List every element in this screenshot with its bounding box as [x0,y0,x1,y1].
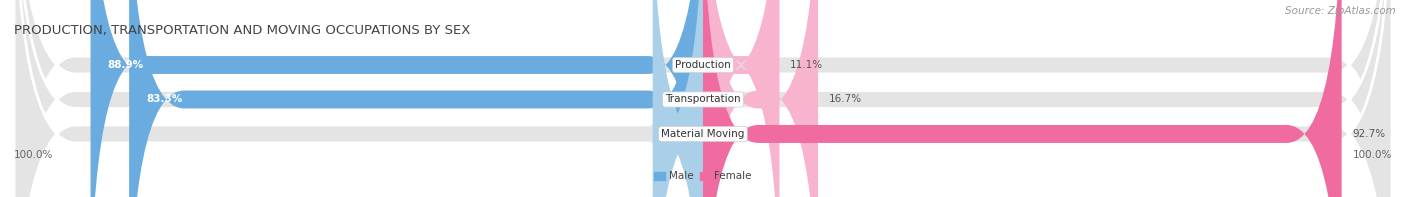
FancyBboxPatch shape [90,0,703,197]
Text: 100.0%: 100.0% [14,150,53,160]
Text: 16.7%: 16.7% [828,95,862,104]
FancyBboxPatch shape [14,0,1392,197]
FancyBboxPatch shape [703,0,779,197]
Text: 7.3%: 7.3% [669,129,699,139]
FancyBboxPatch shape [648,0,707,197]
FancyBboxPatch shape [703,0,818,197]
Text: 92.7%: 92.7% [1353,129,1385,139]
Text: Material Moving: Material Moving [661,129,745,139]
Text: Source: ZipAtlas.com: Source: ZipAtlas.com [1285,6,1396,16]
Text: 11.1%: 11.1% [790,60,823,70]
Legend: Male, Female: Male, Female [654,171,752,181]
Text: 88.9%: 88.9% [108,60,143,70]
FancyBboxPatch shape [14,0,1392,197]
FancyBboxPatch shape [14,0,1392,197]
Text: 100.0%: 100.0% [1353,150,1392,160]
Text: 83.3%: 83.3% [146,95,183,104]
Text: PRODUCTION, TRANSPORTATION AND MOVING OCCUPATIONS BY SEX: PRODUCTION, TRANSPORTATION AND MOVING OC… [14,24,471,37]
Text: Transportation: Transportation [665,95,741,104]
FancyBboxPatch shape [703,0,1341,197]
Text: Production: Production [675,60,731,70]
FancyBboxPatch shape [129,0,703,197]
